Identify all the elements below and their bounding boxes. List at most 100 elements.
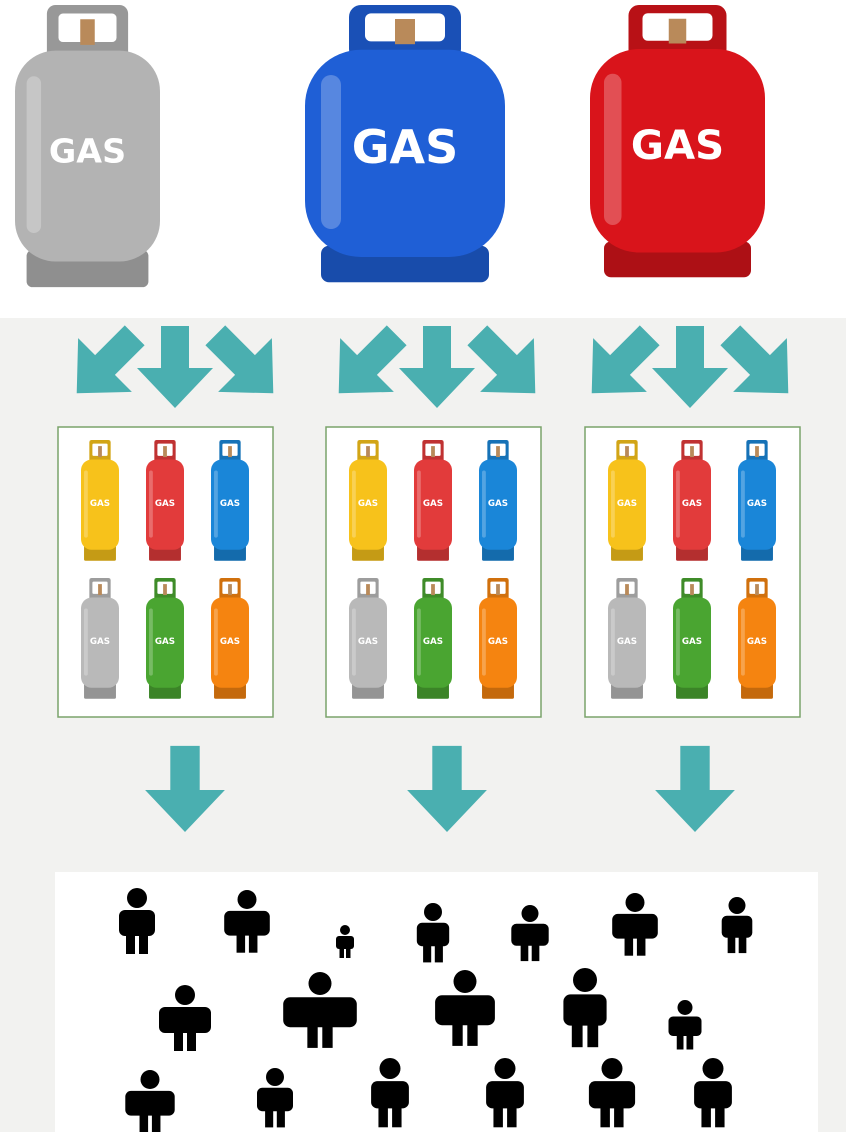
leg [140, 1112, 149, 1132]
body-highlight [417, 609, 421, 676]
cylinder-label: GAS [617, 637, 637, 647]
head [266, 1068, 284, 1086]
torso [336, 936, 354, 949]
leg [346, 947, 351, 958]
valve [228, 584, 232, 595]
torso [371, 1081, 409, 1108]
cylinder-label: GAS [49, 132, 126, 171]
valve [625, 584, 629, 595]
head [729, 897, 746, 914]
leg [187, 1029, 196, 1051]
body-highlight [676, 471, 680, 538]
valve [163, 446, 167, 457]
valve [431, 446, 435, 457]
cylinder-label: GAS [352, 120, 459, 174]
leg [435, 943, 443, 963]
cylinder-label: GAS [682, 637, 702, 647]
diagram: GAS GAS GAS GAS GAS GAS GAS GAS GAS GAS GAS GAS GAS G… [0, 0, 846, 1132]
leg [467, 1021, 477, 1046]
body-highlight [214, 609, 218, 676]
leg [521, 942, 529, 961]
valve [496, 446, 500, 457]
leg [237, 932, 246, 953]
valve [366, 446, 370, 457]
body-highlight [741, 609, 745, 676]
cylinder-label: GAS [423, 637, 443, 647]
leg [126, 932, 135, 954]
leg [625, 935, 634, 956]
cylinder-label: GAS [90, 499, 110, 509]
body-highlight [352, 471, 356, 538]
head [626, 893, 645, 912]
leg [265, 1108, 273, 1128]
head [678, 1000, 693, 1015]
head [238, 890, 257, 909]
torso [612, 914, 658, 939]
leg [701, 1104, 710, 1127]
valve [755, 446, 759, 457]
cylinder-label: GAS [682, 499, 702, 509]
torso [589, 1081, 635, 1108]
leg [452, 1021, 462, 1046]
cylinder-label: GAS [423, 499, 443, 509]
leg [587, 1021, 598, 1047]
leg [423, 943, 431, 963]
valve [625, 446, 629, 457]
leg [152, 1112, 161, 1132]
leg [392, 1104, 401, 1127]
leg [174, 1029, 183, 1051]
cylinder-label: GAS [220, 637, 240, 647]
leg [572, 1021, 583, 1047]
cylinder-label: GAS [631, 123, 724, 169]
leg [493, 1104, 502, 1127]
torso [486, 1081, 524, 1108]
cylinder-label: GAS [358, 637, 378, 647]
body-highlight [604, 74, 622, 225]
torso [119, 910, 155, 936]
cylinder-label: GAS [90, 637, 110, 647]
body-highlight [149, 471, 153, 538]
body-highlight [214, 471, 218, 538]
torso [125, 1091, 174, 1116]
valve [228, 446, 232, 457]
valve [163, 584, 167, 595]
torso [511, 924, 548, 946]
body-highlight [611, 471, 615, 538]
head [573, 968, 597, 992]
body-highlight [84, 609, 88, 676]
valve [98, 446, 102, 457]
torso [435, 995, 495, 1025]
body-highlight [741, 471, 745, 538]
head [602, 1058, 623, 1079]
torso [694, 1081, 732, 1108]
body-highlight [84, 471, 88, 538]
valve [755, 584, 759, 595]
torso [722, 916, 753, 938]
body-highlight [482, 609, 486, 676]
valve [496, 584, 500, 595]
cylinder-label: GAS [220, 499, 240, 509]
torso [669, 1017, 702, 1037]
leg [739, 934, 747, 953]
torso [224, 911, 270, 936]
head [495, 1058, 516, 1079]
leg [139, 932, 148, 954]
body-highlight [321, 75, 341, 229]
leg [677, 1033, 684, 1050]
cylinder-label: GAS [155, 499, 175, 509]
cylinder-label: GAS [488, 499, 508, 509]
head [141, 1070, 160, 1089]
cylinder-label: GAS [488, 637, 508, 647]
cylinder-label: GAS [747, 637, 767, 647]
valve [80, 19, 95, 45]
leg [249, 932, 258, 953]
head [309, 972, 332, 995]
leg [378, 1104, 387, 1127]
leg [715, 1104, 724, 1127]
head [127, 888, 147, 908]
torso [257, 1088, 293, 1111]
valve [669, 19, 687, 44]
leg [687, 1033, 694, 1050]
head [175, 985, 195, 1005]
leg [728, 934, 736, 953]
